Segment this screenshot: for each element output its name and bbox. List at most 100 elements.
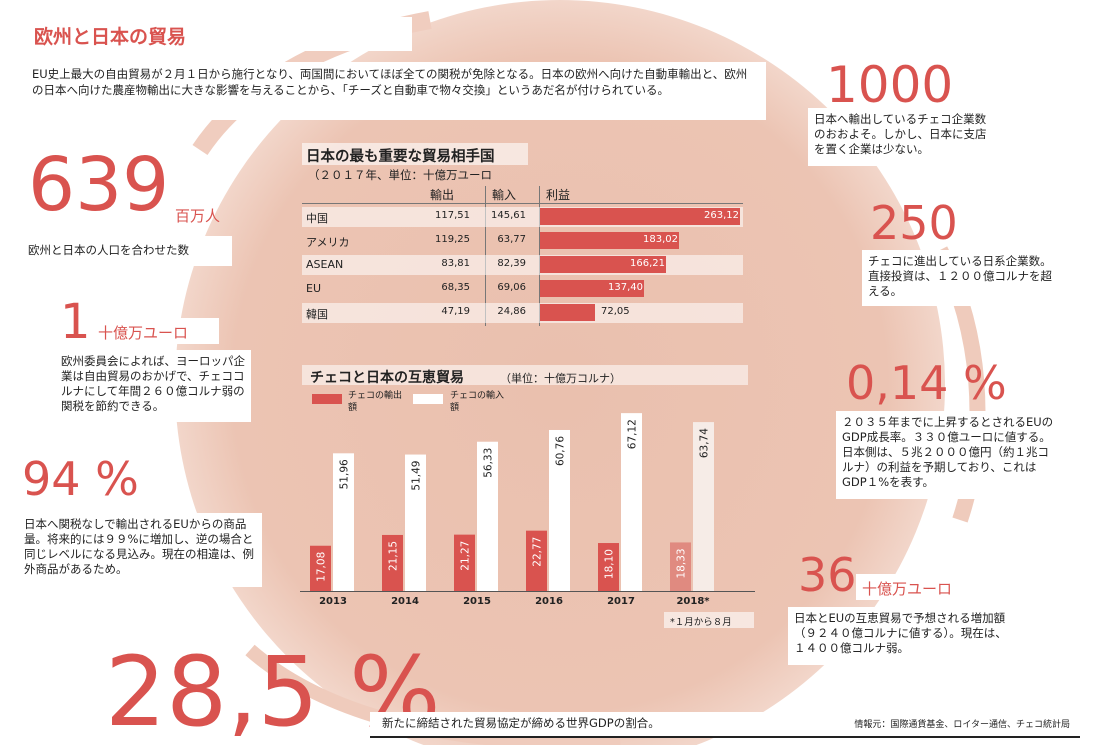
- profit-bar: [540, 256, 666, 273]
- czech-firms-value: 1000: [826, 56, 954, 114]
- tariff-unit: 十億万ユーロ: [98, 324, 189, 342]
- intro-box: EU史上最大の自由貿易が２月１日から施行となり、両国間においてほぼ全ての関税が免…: [24, 62, 766, 120]
- mutual-trade-value: 36: [798, 548, 857, 602]
- duty-free-text: 日本へ関税なしで輸出されるEUからの商品量。将来的には９９%に増加し、逆の場合と…: [24, 517, 254, 576]
- japanese-firms-value: 250: [870, 196, 958, 250]
- trade-chart-unit: （単位：十億万コルナ）: [500, 372, 621, 385]
- partner-name: EU: [306, 282, 322, 295]
- col-profit-header: 利益: [546, 188, 571, 202]
- trade-bar-chart: 17,08 51,96 21,15 51,49 21,27 56,33 22,77 60,76…: [310, 413, 714, 591]
- mutual-trade-box: 日本とEUの互恵貿易で予想される増加額（９２４０億コルナに値する）。現在は、１４…: [788, 607, 1022, 665]
- bar-baseline: [300, 591, 755, 592]
- partner-export: 47,19: [441, 306, 470, 317]
- export-value-label: 18,10: [604, 549, 616, 579]
- tariff-value: 1: [60, 294, 91, 350]
- import-value-label: 56,33: [483, 448, 495, 478]
- table-header-rule: [302, 203, 743, 204]
- import-value-label: 60,76: [555, 436, 567, 466]
- title-box: 欧州と日本の貿易: [24, 17, 412, 51]
- export-value-label: 17,08: [316, 552, 328, 582]
- partner-table: 日本の最も重要な貿易相手国 （２０１７年、単位：十億万ユーロ 輸出 輸入 利益 …: [302, 143, 752, 345]
- partner-table-title: 日本の最も重要な貿易相手国: [306, 149, 495, 165]
- export-value-label: 22,77: [532, 537, 544, 567]
- duty-free-box: 日本へ関税なしで輸出されるEUからの商品量。将来的には９９%に増加し、逆の場合と…: [18, 513, 262, 587]
- partner-import: 69,06: [497, 282, 526, 293]
- export-bar: [670, 542, 691, 591]
- mutual-trade-unit: 十億万ユーロ: [862, 580, 953, 598]
- tariff-unit-box: 十億万ユーロ: [92, 318, 219, 344]
- japanese-firms-box: チェコに進出している日系企業数。直接投資は、１２００億コルナを超える。: [862, 250, 1062, 306]
- tariff-box: 欧州委員会によれば、ヨーロッパ企業は自由貿易のおかげで、チェココルナにして年間２…: [55, 350, 251, 422]
- legend-import-swatch: [413, 394, 443, 404]
- partner-import: 63,77: [497, 234, 526, 245]
- year-label: 2013: [319, 596, 347, 607]
- bottom-rule: [370, 736, 1080, 738]
- partner-export: 68,35: [441, 282, 470, 293]
- export-bar: [382, 534, 403, 591]
- year-label: 2016: [535, 596, 563, 607]
- col-export-header: 輸出: [430, 188, 455, 202]
- partner-export: 119,25: [435, 234, 470, 245]
- partner-name: 韓国: [306, 308, 328, 321]
- export-value-label: 21,27: [460, 541, 472, 571]
- profit-bar: [540, 232, 679, 249]
- partner-row: 中国 117,51 145,61 263,12: [302, 207, 743, 227]
- mutual-trade-unit-box: 十億万ユーロ: [856, 574, 980, 600]
- profit-label: 166,21: [630, 258, 665, 269]
- mutual-trade-text: 日本とEUの互恵貿易で予想される増加額（９２４０億コルナに値する）。現在は、１４…: [794, 611, 1007, 655]
- import-bar: [549, 429, 570, 591]
- duty-free-value: 94 %: [22, 452, 139, 506]
- partner-import: 145,61: [491, 210, 526, 221]
- legend-export-swatch: [312, 394, 342, 404]
- import-value-label: 51,96: [339, 459, 351, 489]
- legend-import-label: チェコの輸入額: [450, 391, 505, 413]
- czech-firms-box: 日本へ輸出しているチェコ企業数のおおよそ。しかし、日本に支店を置く企業は少ない。: [808, 108, 1000, 166]
- year-label: 2018*: [676, 596, 710, 607]
- population-box: 欧州と日本の人口を合わせた数: [22, 236, 232, 266]
- partner-name: アメリカ: [306, 236, 350, 249]
- export-value-label: 21,15: [388, 541, 400, 571]
- partner-export: 117,51: [435, 210, 470, 221]
- partner-table-title-box: [302, 143, 528, 165]
- population-unit: 百万人: [175, 207, 221, 225]
- profit-label: 72,05: [601, 306, 630, 317]
- japanese-firms-text: チェコに進出している日系企業数。直接投資は、１２００億コルナを超える。: [868, 254, 1052, 298]
- import-value-label: 67,12: [627, 419, 639, 449]
- gdp-share-text: 新たに締結された貿易協定が締める世界GDPの割合。: [382, 716, 660, 730]
- import-value-label: 51,49: [411, 461, 423, 491]
- import-bar: [405, 454, 426, 591]
- tariff-text: 欧州委員会によれば、ヨーロッパ企業は自由貿易のおかげで、チェココルナにして年間２…: [61, 354, 245, 413]
- export-bar: [526, 530, 547, 591]
- trade-chart-title: チェコと日本の互恵貿易: [310, 370, 464, 386]
- source-note: 情報元：国際通貨基金、ロイター通信、チェコ統計局: [854, 720, 1070, 730]
- partner-rows: 中国 117,51 145,61 263,12 アメリカ 119,25 63,77 183,0…: [302, 207, 743, 337]
- year-label: 2017: [607, 596, 635, 607]
- legend-export-label: チェコの輸出額: [348, 391, 403, 413]
- partner-export: 83,81: [441, 258, 470, 269]
- population-value: 639: [28, 142, 170, 228]
- partner-row: アメリカ 119,25 63,77 183,02: [302, 231, 743, 251]
- partner-row: EU 68,35 69,06 137,40: [302, 279, 743, 299]
- gdp-growth-text: ２０３５年までに上昇するとされるEUのGDP成長率。３３０億ユーロに値する。日本…: [842, 415, 1054, 489]
- partner-table-subtitle: （２０１７年、単位：十億万ユーロ: [308, 168, 492, 182]
- partner-row: ASEAN 83,81 82,39 166,21: [302, 255, 743, 275]
- gdp-share-box: 新たに締結された貿易協定が締める世界GDPの割合。 情報元：国際通貨基金、ロイタ…: [370, 712, 1080, 736]
- year-label: 2015: [463, 596, 491, 607]
- page-title: 欧州と日本の貿易: [34, 26, 187, 48]
- profit-label: 183,02: [643, 234, 678, 245]
- gdp-growth-box: ２０３５年までに上昇するとされるEUのGDP成長率。３３０億ユーロに値する。日本…: [836, 411, 1060, 499]
- import-bar: [333, 453, 354, 591]
- trade-chart-title-box: [302, 365, 748, 385]
- partner-row: 韓国 47,19 24,86 72,05: [302, 303, 743, 323]
- export-value-label: 18,33: [676, 548, 688, 578]
- year-label: 2014: [391, 596, 419, 607]
- profit-label: 263,12: [704, 210, 739, 221]
- export-bar: [454, 534, 475, 591]
- footnote-box: [664, 612, 754, 628]
- population-text: 欧州と日本の人口を合わせた数: [28, 243, 189, 257]
- import-value-label: 63,74: [699, 428, 711, 458]
- profit-bar: [540, 304, 595, 321]
- year-axis: 2013 2014 2015 2016 2017 2018*: [300, 596, 760, 610]
- import-bar: [621, 413, 642, 591]
